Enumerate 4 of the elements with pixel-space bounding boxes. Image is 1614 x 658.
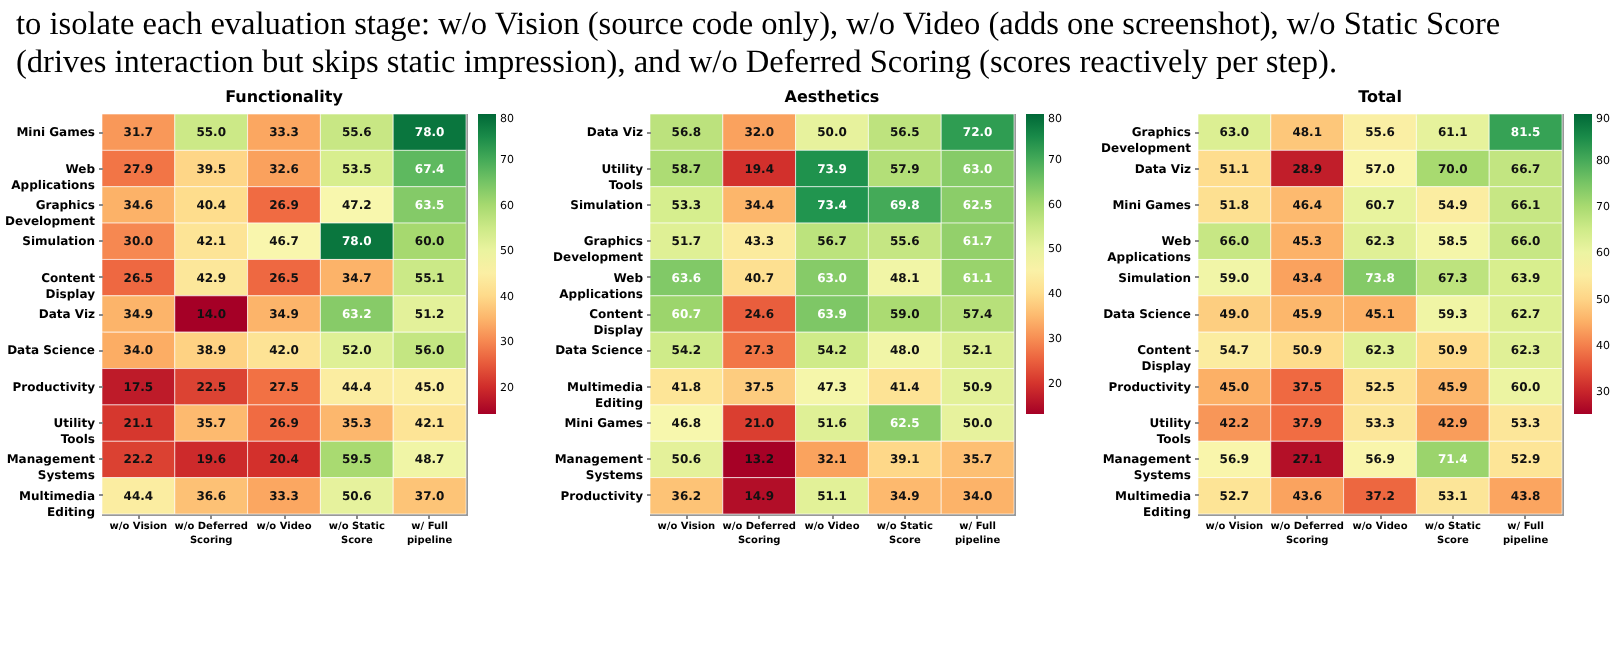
text: to isolate each evaluation stage: w/o Vision (source code only), w/o Video (adds one screenshot), w/o Static Score (drives interaction but skips static impression), and w/o Deferred Scoring (scores reactively per step). [16, 4, 1503, 80]
chart-title: Aesthetics [784, 87, 880, 106]
chart-title: Total [1358, 87, 1403, 106]
chart-title: Functionality [225, 87, 345, 106]
